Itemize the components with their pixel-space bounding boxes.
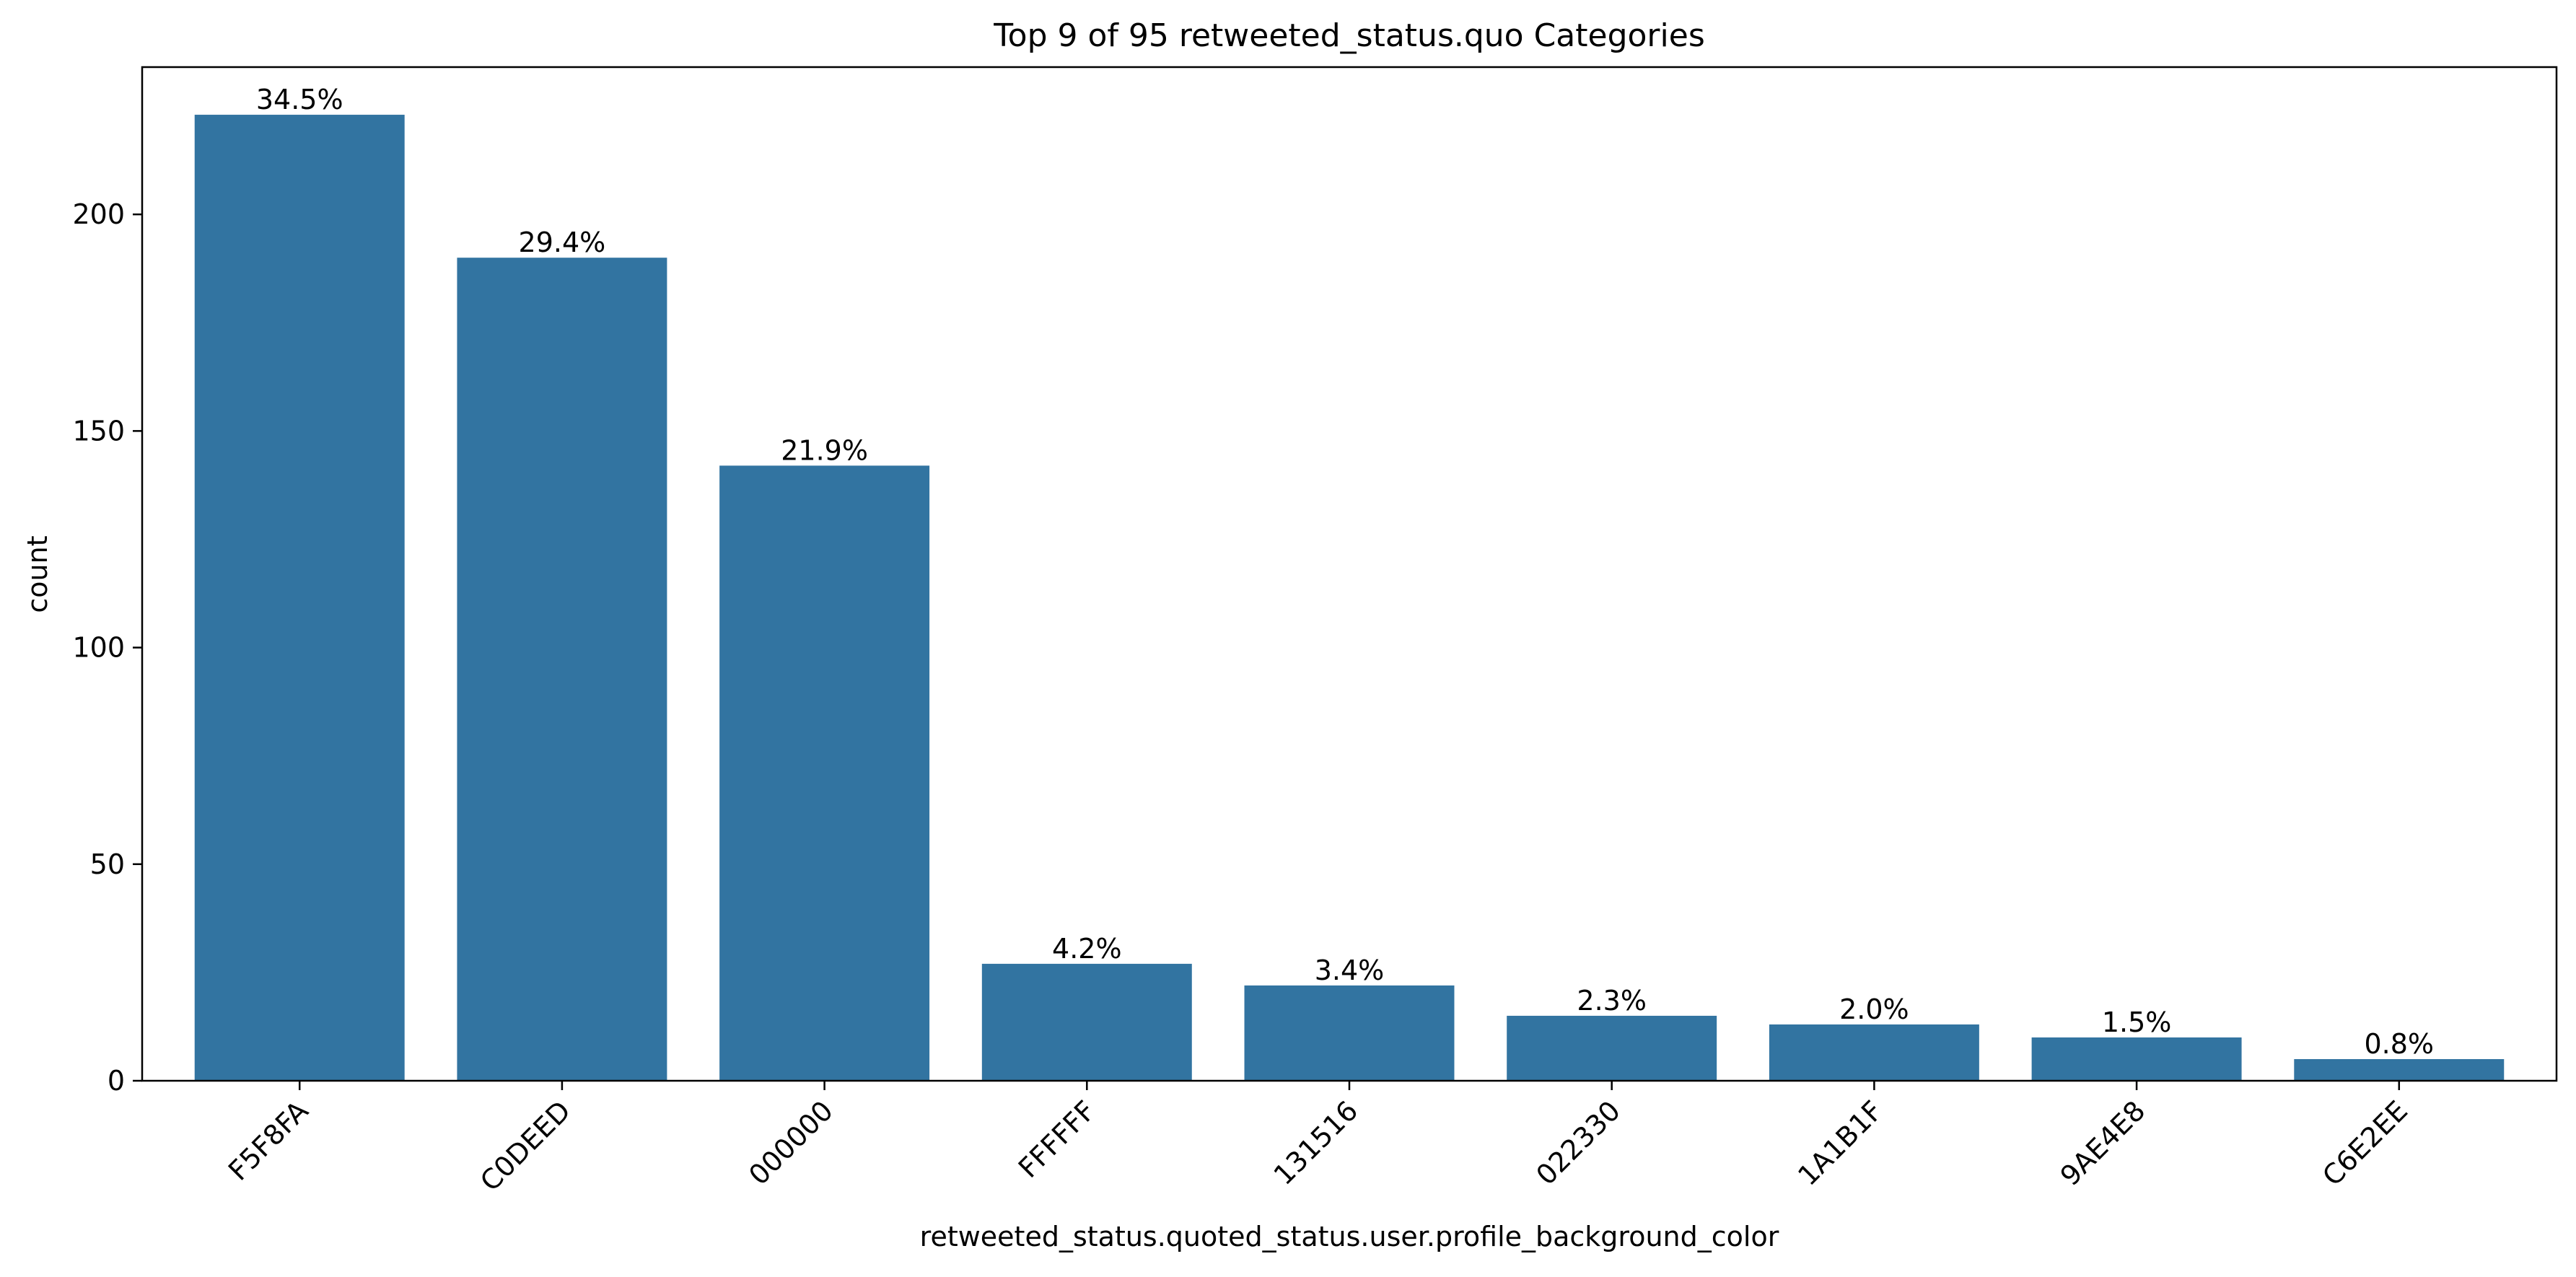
x-tick-label: 9AE4E8 (2054, 1094, 2152, 1192)
data-label-ffffff: 4.2% (1052, 933, 1122, 965)
bar-1a1b1f (1769, 1024, 1979, 1081)
x-axis-label: retweeted_status.quoted_status.user.prof… (920, 1221, 1779, 1252)
data-label-c6e2ee: 0.8% (2365, 1028, 2435, 1060)
data-label-000000: 21.9% (781, 434, 868, 466)
y-tick-label: 200 (72, 198, 125, 230)
x-tick-label: 000000 (742, 1094, 839, 1191)
y-tick-label: 100 (72, 632, 125, 664)
x-tick-label: 131516 (1268, 1094, 1364, 1191)
x-tick-label: C6E2EE (2316, 1094, 2414, 1192)
y-axis-label: count (22, 535, 53, 613)
bar-022330 (1507, 1015, 1717, 1081)
x-tick-label: C0DEED (474, 1094, 577, 1197)
y-tick-label: 150 (72, 415, 125, 447)
bar-c6e2ee (2294, 1058, 2505, 1081)
bar-131516 (1244, 985, 1455, 1081)
bar-9ae4e8 (2031, 1037, 2242, 1081)
data-label-1a1b1f: 2.0% (1839, 993, 1909, 1025)
bars (194, 115, 2505, 1081)
data-labels: 34.5% 29.4% 21.9% 4.2% 3.4% 2.3% 2.0% 1.5% 0.8% (256, 84, 2434, 1060)
x-tick-label: 022330 (1530, 1094, 1626, 1191)
bar-000000 (719, 465, 930, 1081)
y-tick-label: 0 (108, 1065, 125, 1097)
plot-frame (141, 66, 2558, 1082)
bar-ffffff (981, 963, 1192, 1081)
data-label-9ae4e8: 1.5% (2102, 1006, 2172, 1038)
x-tick-label: F5F8FA (222, 1094, 315, 1187)
data-label-f5f8fa: 34.5% (256, 84, 343, 115)
data-label-c0deed: 29.4% (519, 227, 606, 258)
y-tick-label: 50 (90, 848, 125, 880)
chart-title: Top 9 of 95 retweeted_status.quo Categor… (993, 17, 1705, 54)
data-label-022330: 2.3% (1577, 985, 1647, 1017)
data-label-131516: 3.4% (1315, 955, 1385, 986)
x-axis-ticks: F5F8FA C0DEED 000000 FFFFFF 131516 022330 1A1B… (222, 1081, 2414, 1198)
x-tick-label: FFFFFF (1012, 1094, 1102, 1184)
bar-f5f8fa (194, 115, 405, 1081)
bar-c0deed (457, 258, 667, 1081)
y-axis-ticks: 0 50 100 150 200 (72, 198, 142, 1097)
x-tick-label: 1A1B1F (1792, 1094, 1889, 1192)
